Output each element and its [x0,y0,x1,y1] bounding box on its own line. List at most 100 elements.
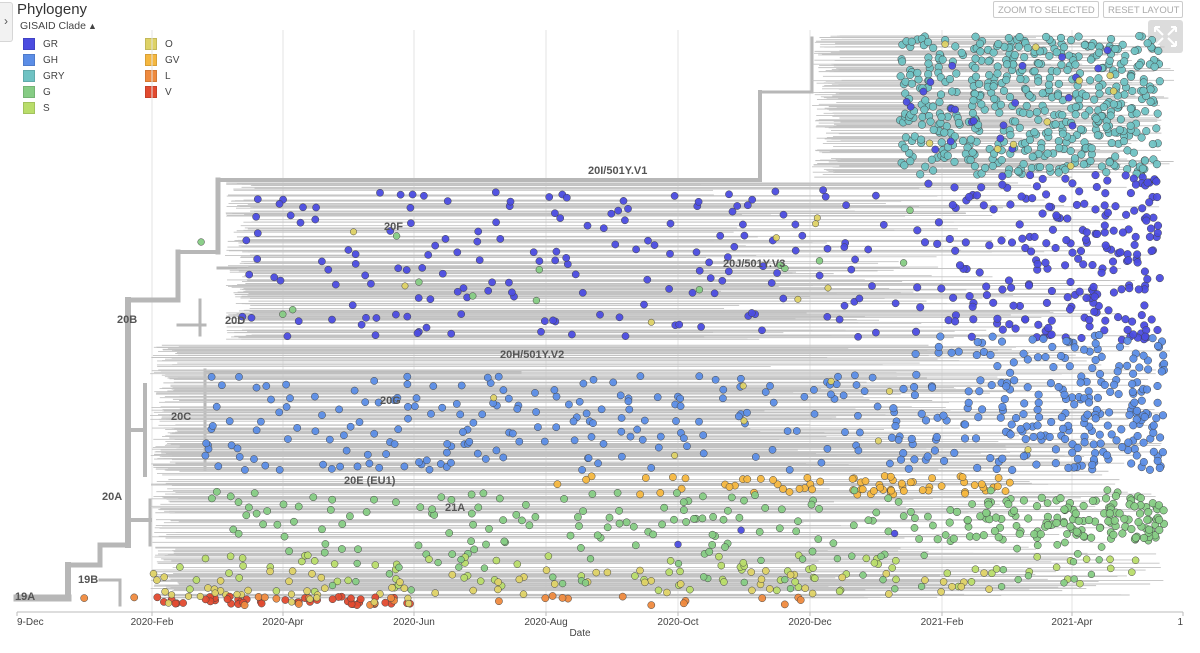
legend-item-gry[interactable]: GRY [23,69,65,83]
tip-gh [1033,353,1043,362]
tip-gh [810,386,818,394]
tip-gr [864,245,873,254]
tip-gr [331,280,340,289]
tip-gh [636,372,645,380]
tip-gr [1088,260,1097,270]
tip-gh [894,436,903,444]
tip-g [321,540,330,548]
reset-layout-button[interactable]: RESET LAYOUT [1103,1,1183,18]
tip-gry [1128,159,1137,168]
tip-gr [1153,325,1162,335]
tip-g [781,575,789,584]
tip-gr [488,278,496,287]
tip-gr [583,221,592,230]
tip-gry [1022,101,1031,110]
x-tick-label: 2021-Feb [921,617,964,628]
tip-gr [619,197,628,205]
legend-item-l[interactable]: L [145,69,171,83]
clade-label: 20A [102,491,122,503]
tip-gh [974,413,983,422]
tip-gr [1147,246,1156,256]
legend-item-gr[interactable]: GR [23,37,58,51]
tip-gv [899,487,908,495]
tip-g [1087,533,1096,542]
chevron-up-icon: ▲ [87,21,97,31]
legend-item-gh[interactable]: GH [23,53,58,67]
tip-gr [621,216,629,225]
tip-s [333,577,342,586]
tip-gr [1017,192,1026,201]
tip-gry [966,135,975,144]
legend-item-g[interactable]: G [23,85,51,99]
tip-g [990,527,999,536]
tip-g [1004,500,1013,509]
tip-gh [1149,447,1158,456]
tip-gr [1133,250,1142,259]
tip-g [879,576,887,584]
tip-gh [1088,460,1097,469]
tip-g [485,525,493,533]
tip-gh [817,458,826,467]
legend-item-o[interactable]: O [145,37,173,51]
legend-item-gv[interactable]: GV [145,53,179,67]
tip-gry [1150,62,1159,71]
sidebar-toggle-button[interactable]: › [0,2,13,42]
tip-gv [994,474,1003,482]
color-by-toggle[interactable]: GISAID Clade ▲ [20,20,97,32]
tip-gv [582,475,590,484]
legend-swatch [145,70,157,82]
tip-s [1052,563,1061,572]
tip-gry [1141,107,1150,116]
tip-gh [1062,337,1071,346]
tip-s [513,560,522,568]
tip-o [490,394,498,402]
tip-g [877,552,885,560]
tip-gr [955,261,965,270]
tip-gry [916,170,925,179]
tip-gry [1038,89,1047,98]
tip-gry [1015,123,1024,132]
zoom-to-selected-button[interactable]: ZOOM TO SELECTED [993,1,1099,18]
tip-gh [1132,451,1141,460]
tip-gr [632,245,640,254]
tip-gr [968,302,977,311]
legend-item-s[interactable]: S [23,101,50,115]
tip-gh [390,440,399,448]
tip-gh [624,397,633,406]
tip-s [811,574,819,583]
tip-gh [1129,354,1138,363]
tip-s [330,560,339,568]
x-tick-label: 2020-Apr [262,617,304,628]
tip-gry [1051,120,1060,129]
tip-gr [724,253,732,261]
tip-o [288,598,296,606]
tip-g [328,581,337,590]
tip-gv [677,484,686,493]
tip-gh [393,393,402,402]
tip-gh [494,372,503,381]
tip-o [663,588,671,597]
tip-s [665,568,673,576]
tip-gh [617,427,626,436]
tip-gh [1002,382,1011,391]
tip-gh [986,454,995,463]
tip-gh [1129,421,1138,430]
tip-gry [1120,90,1129,99]
tip-gr [758,326,766,335]
tip-s [1082,555,1091,563]
tip-g [613,489,622,497]
tip-gh [810,410,819,418]
tip-gr [997,236,1006,245]
tip-g [968,500,976,508]
tip-gh [1073,443,1082,453]
tip-o [519,590,528,598]
tip-gh [868,373,877,382]
tip-g [309,493,318,502]
tip-gh [346,422,355,431]
tip-gh [998,402,1007,411]
tip-gh [492,446,501,455]
tip-gry [951,42,960,51]
legend-item-v[interactable]: V [145,85,172,99]
tip-gr [972,191,982,200]
